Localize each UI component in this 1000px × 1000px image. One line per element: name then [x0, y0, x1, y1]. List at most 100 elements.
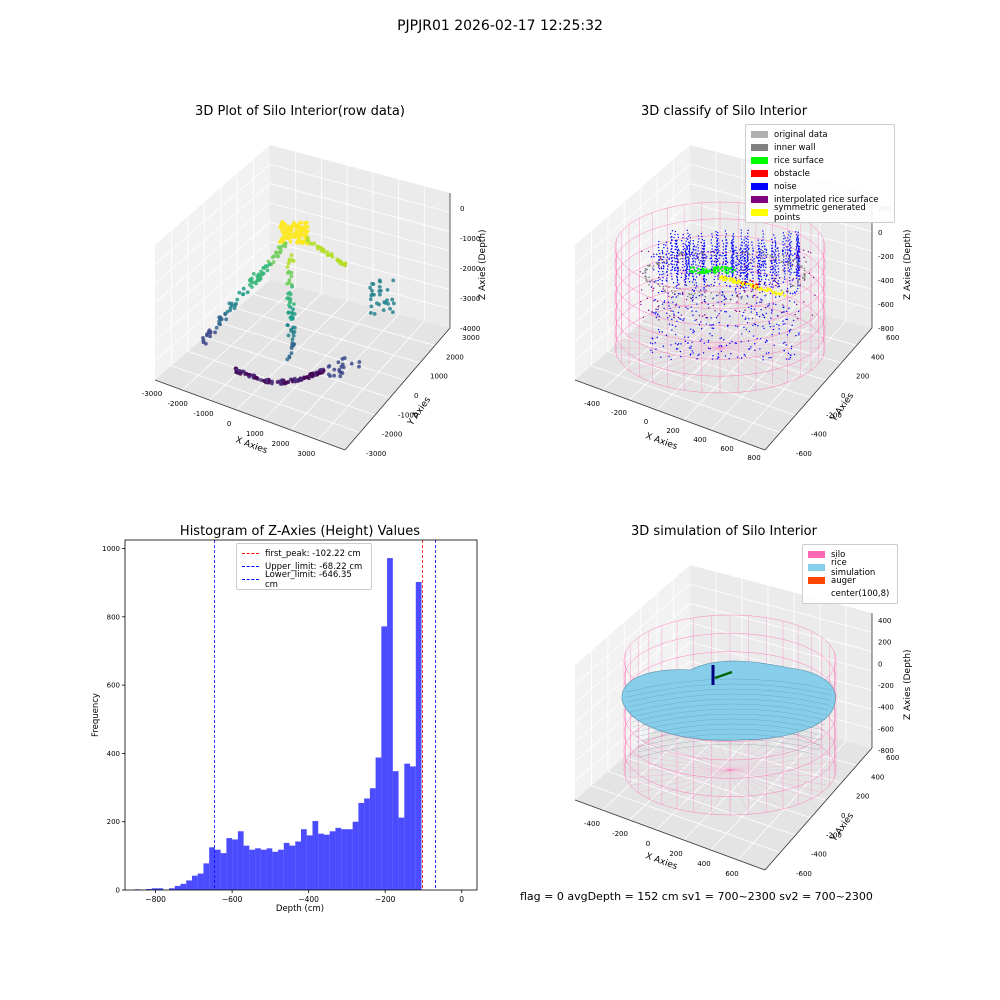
- legend-label: rice surface: [774, 155, 824, 166]
- legend-label: obstacle: [774, 168, 810, 179]
- classify-legend-item: inner wall: [751, 141, 889, 154]
- legend-swatch: [808, 590, 825, 597]
- classify-point: [724, 276, 728, 279]
- classify-point: [714, 248, 716, 251]
- classify-point: [782, 265, 784, 267]
- raw-point: [300, 241, 305, 246]
- classify-point: [657, 279, 659, 282]
- classify-point: [730, 277, 733, 280]
- classify-point: [774, 255, 776, 257]
- raw-point: [332, 367, 337, 372]
- classify-point: [798, 242, 800, 244]
- classify-point: [774, 270, 776, 272]
- histogram-bar: [404, 763, 411, 890]
- simulation-z-tick: -200: [878, 682, 894, 690]
- classify-point: [693, 245, 696, 247]
- classify-point: [676, 287, 678, 289]
- classify-point: [752, 284, 755, 287]
- raw-point: [339, 364, 344, 369]
- classify-point: [796, 238, 798, 240]
- classify-point: [717, 356, 719, 358]
- classify-point: [735, 287, 737, 290]
- classify-point: [662, 255, 665, 258]
- classify-point: [769, 292, 772, 295]
- classify-point: [702, 271, 706, 274]
- raw-3d-axes-box: [154, 145, 451, 451]
- classify-point: [765, 256, 768, 258]
- classify-legend-item: interpolated rice surface: [751, 193, 889, 206]
- classify-point: [784, 243, 786, 245]
- classify-point: [731, 269, 733, 271]
- classify-point: [722, 262, 724, 264]
- classify-point: [697, 244, 699, 246]
- classify-point: [703, 257, 706, 259]
- classify-point: [676, 260, 679, 263]
- classify-point: [658, 262, 661, 265]
- classify-point: [655, 316, 658, 319]
- raw-point: [292, 302, 296, 307]
- raw-point: [278, 249, 283, 254]
- classify-point: [674, 333, 677, 336]
- classify-point: [651, 342, 654, 345]
- classify-point: [704, 260, 706, 262]
- classify-point: [798, 266, 801, 268]
- classify-point: [697, 271, 700, 275]
- classify-point: [651, 279, 653, 281]
- classify-point: [726, 242, 728, 244]
- classify-point: [741, 315, 744, 317]
- classify-point: [724, 279, 727, 282]
- classify-point: [700, 260, 702, 262]
- classify-point: [699, 273, 701, 275]
- classify-point: [714, 245, 716, 248]
- classify-point: [753, 343, 756, 345]
- classify-point: [798, 248, 801, 250]
- classify-point: [757, 272, 759, 274]
- classify-point: [719, 276, 722, 280]
- classify-point: [690, 293, 693, 295]
- raw-point: [283, 241, 288, 246]
- histogram-bar: [295, 841, 301, 890]
- classify-point: [801, 276, 804, 279]
- classify-point: [694, 258, 697, 260]
- raw-y-tick: 1000: [430, 373, 448, 381]
- raw-point: [299, 233, 304, 238]
- classify-point: [770, 268, 772, 271]
- classify-point: [784, 323, 786, 325]
- classify-point: [671, 266, 674, 269]
- classify-point: [811, 314, 814, 316]
- classify-point: [736, 356, 739, 358]
- classify-point: [688, 246, 691, 248]
- classify-y-tick: 400: [871, 353, 884, 361]
- raw-point: [241, 292, 246, 297]
- histogram-y-tick: 800: [107, 613, 120, 621]
- classify-point: [780, 261, 783, 263]
- classify-point: [677, 254, 679, 257]
- classify-point: [741, 245, 743, 247]
- classify-point: [663, 243, 665, 246]
- classify-point: [743, 258, 746, 260]
- classify-point: [794, 292, 796, 294]
- classify-point: [752, 271, 754, 273]
- classify-point: [787, 267, 790, 269]
- classify-point: [701, 260, 704, 263]
- classify-point: [785, 258, 787, 260]
- classify-point: [647, 250, 650, 253]
- classify-point: [694, 252, 697, 254]
- classify-point: [752, 259, 754, 261]
- histogram-bar: [364, 798, 370, 890]
- classify-point: [716, 248, 718, 251]
- classify-point: [717, 353, 720, 355]
- classify-point: [772, 267, 775, 269]
- classify-point: [675, 348, 678, 350]
- classify-point: [760, 279, 763, 281]
- simulation-x-tick: -200: [612, 830, 628, 838]
- classify-point: [743, 353, 745, 356]
- classify-point: [677, 236, 680, 239]
- classify-point: [774, 280, 776, 283]
- classify-point: [801, 265, 803, 267]
- raw-point: [293, 235, 298, 239]
- classify-point: [655, 308, 657, 310]
- raw-point: [276, 254, 280, 259]
- raw-point: [310, 372, 315, 377]
- classify-point: [741, 272, 743, 274]
